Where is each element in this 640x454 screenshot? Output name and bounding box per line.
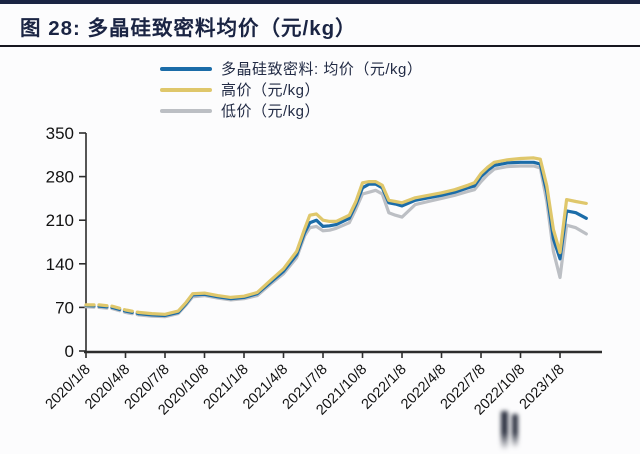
y-tick-label: 280: [46, 168, 74, 187]
top-border-rule: [0, 0, 640, 4]
figure-title: 图 28: 多晶硅致密料均价（元/kg）: [20, 17, 357, 40]
legend-label-avg: 多晶硅致密料: 均价（元/kg）: [221, 61, 423, 78]
series-high-line: [137, 156, 588, 316]
y-tick-label: 350: [46, 124, 74, 143]
legend-label-high: 高价（元/kg）: [221, 82, 321, 99]
y-tick-label: 140: [46, 255, 74, 274]
legend-swatch-avg-line: [160, 66, 212, 71]
watermark-bar-icon: [512, 414, 518, 448]
legend-swatch-low-line: [160, 108, 212, 113]
title-underline: [0, 45, 640, 47]
legend-item-avg: 多晶硅致密料: 均价（元/kg）: [160, 59, 422, 78]
legend-swatch-high-line: [160, 87, 212, 92]
legend-item-high: 高价（元/kg）: [160, 80, 422, 99]
watermark-bar-icon: [501, 411, 508, 450]
legend-label-low: 低价（元/kg）: [221, 103, 321, 120]
y-tick-label: 210: [46, 211, 74, 230]
watermark-smudge: [501, 411, 518, 450]
y-tick-label: 0: [65, 342, 74, 361]
y-tick-label: 70: [55, 298, 74, 317]
series-high-dashed-segment: [84, 303, 141, 314]
chart-legend: 多晶硅致密料: 均价（元/kg） 高价（元/kg） 低价（元/kg）: [160, 59, 422, 120]
legend-item-low: 低价（元/kg）: [160, 101, 422, 120]
